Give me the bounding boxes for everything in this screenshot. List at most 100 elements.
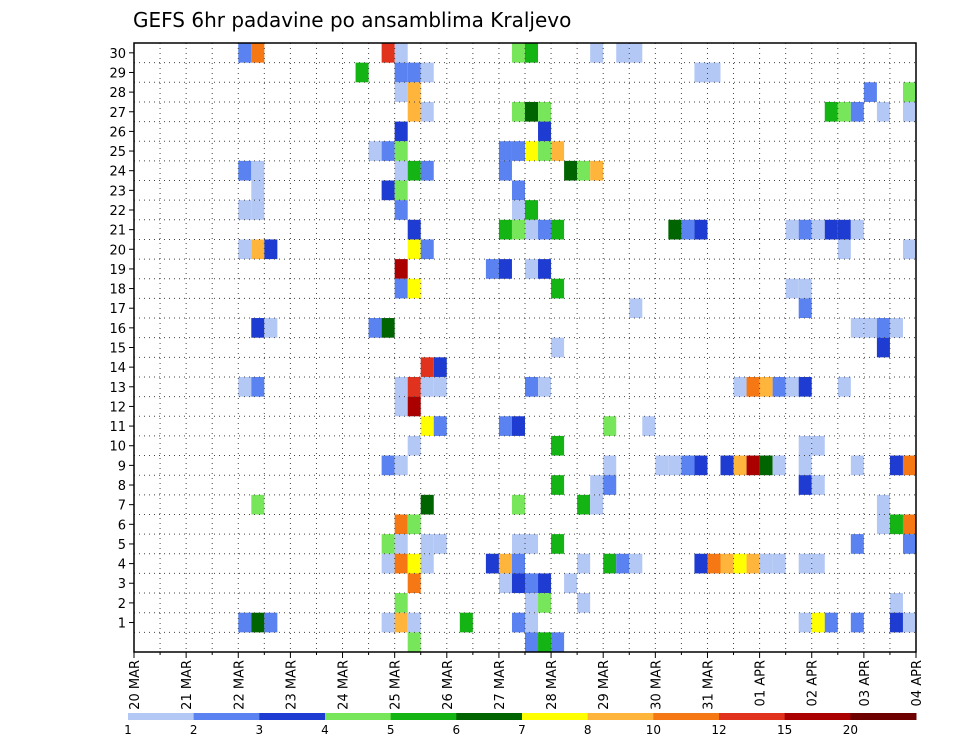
heatmap-cell [629,298,643,319]
heatmap-cell [511,553,525,574]
y-tick-label: 24 [109,165,126,180]
legend-label: 4 [321,723,329,737]
heatmap-cell [394,534,408,554]
heatmap-cell [394,553,408,574]
heatmap-cell [655,455,669,476]
legend-swatch [653,713,720,720]
heatmap-cell [525,43,539,63]
y-tick-label: 17 [109,302,126,317]
heatmap-cell [407,219,421,240]
heatmap-cell [264,318,278,338]
heatmap-cell [603,475,617,495]
heatmap-cell [551,475,565,495]
x-tick-label: 26 MAR [441,660,456,710]
x-tick-label: 24 MAR [337,660,352,710]
heatmap-cell [694,455,708,476]
heatmap-cell [798,612,812,633]
heatmap-cell [889,318,903,338]
y-tick-label: 8 [118,479,126,494]
heatmap-cell [577,160,591,181]
x-tick-label: 01 APR [754,660,769,706]
heatmap-cell [251,494,265,515]
heatmap-cell [629,553,643,574]
heatmap-cell [381,180,395,201]
heatmap-cell [498,160,512,181]
heatmap-cell [824,612,838,633]
heatmap-cell [720,553,734,574]
heatmap-cell [681,219,695,240]
legend-swatch [456,713,523,720]
heatmap-cell [902,239,916,260]
heatmap-cell [394,160,408,181]
heatmap-cell [433,534,447,554]
y-tick-label: 2 [118,597,126,612]
legend-label: 2 [190,723,198,737]
heatmap-cell [251,318,265,338]
heatmap-cell [525,101,539,122]
legend-swatch [325,713,392,720]
heatmap-cell [785,278,799,299]
heatmap-cell [420,160,434,181]
heatmap-cell [394,376,408,397]
heatmap-cell [251,376,265,397]
x-tick-label: 23 MAR [284,660,299,710]
heatmap-cell [798,278,812,299]
x-tick-label: 20 MAR [128,660,143,710]
y-tick-label: 26 [109,125,126,140]
heatmap-cell [876,337,890,358]
y-tick-label: 10 [109,440,126,455]
heatmap-cell [733,553,747,574]
heatmap-cell [498,259,512,279]
heatmap-cell [707,62,721,83]
heatmap-cell [850,101,864,122]
x-tick-label: 22 MAR [232,660,247,710]
legend-label: 20 [843,723,858,737]
heatmap-cell [811,475,825,495]
heatmap-cell [251,160,265,181]
heatmap-cell [407,101,421,122]
y-tick-label: 29 [109,66,126,81]
y-tick-label: 30 [109,47,126,62]
heatmap-cell [394,259,408,279]
heatmap-cell [407,514,421,535]
heatmap-cell [616,553,630,574]
heatmap-cell [538,219,552,240]
heatmap-cell [590,160,604,181]
heatmap-cell [381,612,395,633]
heatmap-cell [407,62,421,83]
heatmap-cell [694,62,708,83]
heatmap-cell [407,160,421,181]
heatmap-cell [511,416,525,436]
heatmap-cell [407,435,421,456]
legend-label: 1 [124,723,132,737]
heatmap-cell [420,357,434,377]
heatmap-cell [355,62,369,83]
heatmap-cell [668,219,682,240]
heatmap-cell [264,239,278,260]
heatmap-cell [590,43,604,63]
heatmap-cell [525,593,539,613]
heatmap-cell [525,219,539,240]
legend-swatch [259,713,326,720]
y-tick-label: 6 [118,518,126,533]
heatmap-cell [381,141,395,161]
heatmap-cell [629,43,643,63]
heatmap-cell [668,455,682,476]
x-tick-label: 29 MAR [597,660,612,710]
heatmap-cell [238,200,252,220]
heatmap-cell [850,219,864,240]
heatmap-cell [772,553,786,574]
heatmap-cell [394,200,408,220]
heatmap-cell [394,593,408,613]
heatmap-cell [407,239,421,260]
heatmap-cell [837,376,851,397]
heatmap-cell [394,62,408,83]
heatmap-cell [850,612,864,633]
legend-swatch [193,713,260,720]
y-tick-label: 23 [109,184,126,199]
heatmap-cell [407,278,421,299]
heatmap-cell [876,318,890,338]
heatmap-cell [889,455,903,476]
heatmap-cell [551,534,565,554]
heatmap-cell [420,416,434,436]
